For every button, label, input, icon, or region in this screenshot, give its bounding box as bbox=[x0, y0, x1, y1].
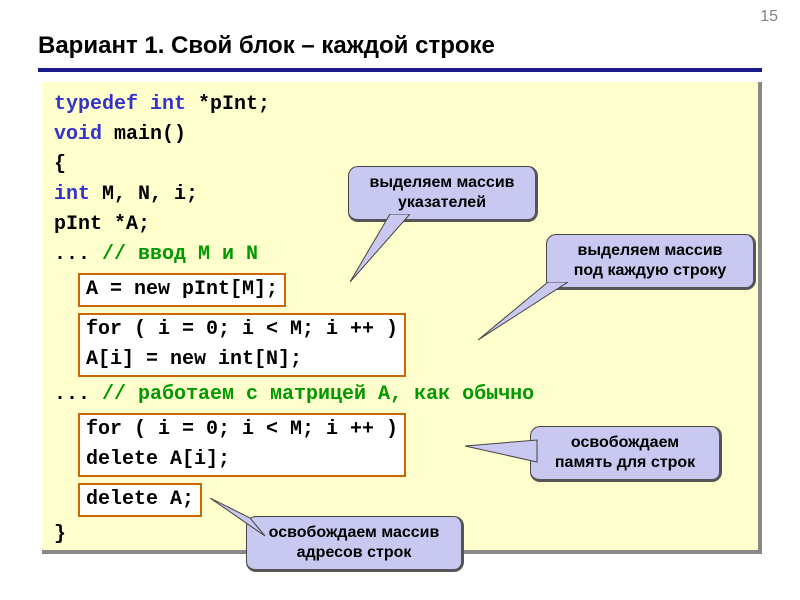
code-line: A[i] = new int[N]; bbox=[86, 345, 398, 375]
code-line: ... // работаем с матрицей A, как обычно bbox=[54, 380, 746, 410]
code-box: delete A; bbox=[78, 483, 202, 517]
callout-text: освобождаем массив bbox=[261, 523, 447, 543]
code-line: typedef int *pInt; bbox=[54, 90, 746, 120]
callout-text: память для строк bbox=[545, 453, 705, 473]
callout-tail-icon bbox=[478, 282, 568, 342]
callout-text: выделяем массив bbox=[561, 241, 739, 261]
code-text: *pInt; bbox=[186, 93, 270, 116]
code-box: for ( i = 0; i < M; i ++ ) A[i] = new in… bbox=[78, 313, 406, 377]
keyword: void bbox=[54, 123, 102, 146]
callout-text: освобождаем bbox=[545, 433, 705, 453]
callout-free-array: освобождаем массив адресов строк bbox=[246, 516, 464, 572]
callout-row-array: выделяем массив под каждую строку bbox=[546, 234, 756, 290]
page-title: Вариант 1. Свой блок – каждой строке bbox=[38, 32, 495, 60]
callout-tail-icon bbox=[210, 498, 270, 538]
code-box: for ( i = 0; i < M; i ++ ) delete A[i]; bbox=[78, 413, 406, 477]
callout-tail-icon bbox=[465, 432, 540, 472]
code-block: typedef int *pInt; void main() { int M, … bbox=[42, 82, 762, 554]
code-text: M, N, i; bbox=[90, 183, 198, 206]
page-number: 15 bbox=[760, 8, 778, 26]
code-text: ... bbox=[54, 383, 102, 406]
keyword: int bbox=[54, 183, 90, 206]
code-line: for ( i = 0; i < M; i ++ ) bbox=[86, 415, 398, 445]
keyword: int bbox=[150, 93, 186, 116]
code-box: A = new pInt[M]; bbox=[78, 273, 286, 307]
callout-text: под каждую строку bbox=[561, 261, 739, 281]
code-line: void main() bbox=[54, 120, 746, 150]
callout-text: выделяем массив bbox=[363, 173, 521, 193]
callout-tail-icon bbox=[350, 214, 410, 284]
comment: // ввод M и N bbox=[102, 243, 258, 266]
code-line: for ( i = 0; i < M; i ++ ) bbox=[86, 315, 398, 345]
callout-text: адресов строк bbox=[261, 543, 447, 563]
callout-free-rows: освобождаем память для строк bbox=[530, 426, 722, 482]
keyword: typedef bbox=[54, 93, 138, 116]
code-text: ... bbox=[54, 243, 102, 266]
callout-text: указателей bbox=[363, 193, 521, 213]
comment: // работаем с матрицей A, как обычно bbox=[102, 383, 534, 406]
code-line: delete A[i]; bbox=[86, 445, 398, 475]
title-underline bbox=[38, 68, 762, 72]
code-text: main() bbox=[102, 123, 186, 146]
